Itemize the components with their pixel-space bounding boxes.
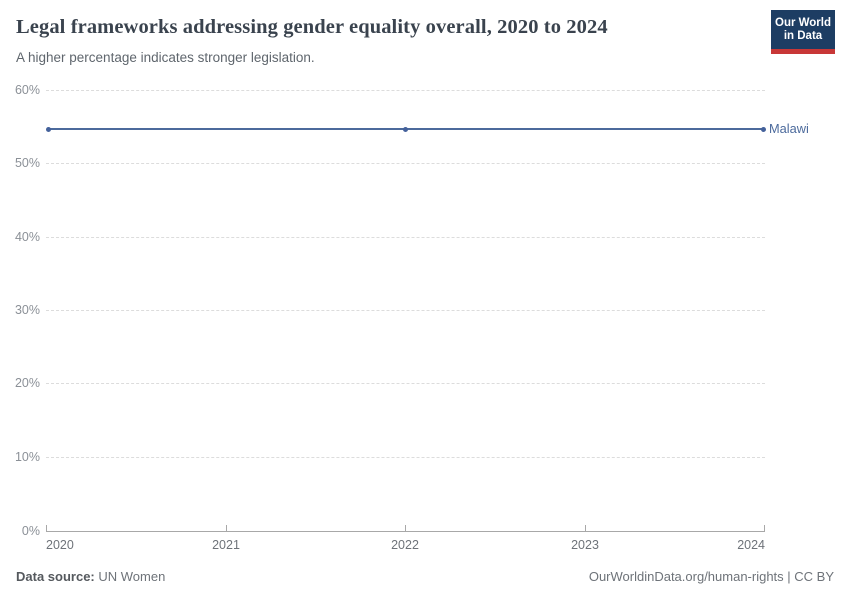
gridline-50	[46, 163, 765, 164]
xtick-2024: 2024	[737, 538, 765, 552]
owid-logo-red-bar	[771, 49, 835, 54]
data-point-2024[interactable]	[761, 127, 766, 132]
gridline-60	[46, 90, 765, 91]
chart-subtitle: A higher percentage indicates stronger l…	[16, 50, 315, 65]
x-axis-tick-2023	[585, 525, 586, 531]
chart-title: Legal frameworks addressing gender equal…	[16, 16, 608, 38]
xtick-2021: 2021	[212, 538, 240, 552]
x-axis-tick-2024	[764, 525, 765, 531]
gridline-40	[46, 237, 765, 238]
owid-logo-line1: Our World	[775, 17, 832, 29]
gridline-10	[46, 457, 765, 458]
data-point-2022[interactable]	[403, 127, 408, 132]
ytick-10: 10%	[14, 450, 40, 464]
ytick-40: 40%	[14, 230, 40, 244]
gridline-20	[46, 383, 765, 384]
series-label-malawi[interactable]: Malawi	[769, 121, 809, 136]
ytick-0: 0%	[21, 524, 40, 538]
owid-logo-line2: in Data	[783, 30, 823, 42]
data-source-note: Data source: UN Women	[16, 569, 165, 584]
owid-logo-text: Our World in Data	[771, 10, 835, 49]
owid-logo[interactable]: Our World in Data	[771, 10, 835, 54]
ytick-60: 60%	[14, 83, 40, 97]
data-point-2020[interactable]	[46, 127, 51, 132]
data-source-label: Data source:	[16, 569, 95, 584]
x-axis-line	[46, 531, 765, 532]
xtick-2023: 2023	[571, 538, 599, 552]
xtick-2020: 2020	[46, 538, 74, 552]
ytick-50: 50%	[14, 156, 40, 170]
data-source-value: UN Women	[94, 569, 166, 584]
x-axis-tick-2020	[46, 525, 47, 531]
credit-link[interactable]: OurWorldinData.org/human-rights | CC BY	[588, 569, 834, 584]
x-axis-tick-2022	[405, 525, 406, 531]
x-axis-tick-2021	[226, 525, 227, 531]
xtick-2022: 2022	[391, 538, 419, 552]
gridline-30	[46, 310, 765, 311]
ytick-30: 30%	[14, 303, 40, 317]
ytick-20: 20%	[14, 376, 40, 390]
